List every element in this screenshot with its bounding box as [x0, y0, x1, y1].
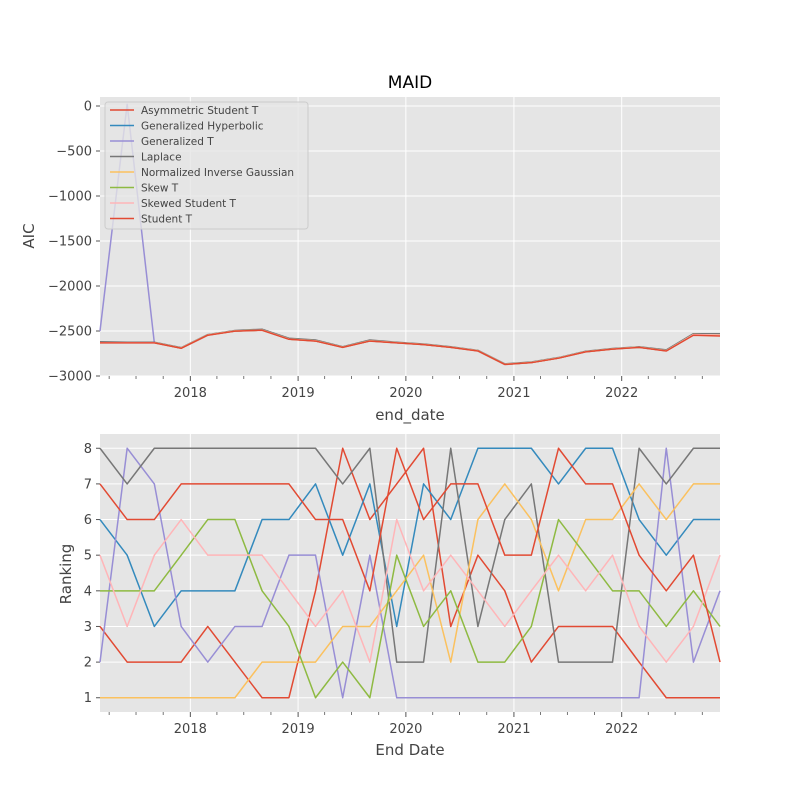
legend-entry-label: Generalized Hyperbolic	[141, 121, 264, 133]
legend-entry-label: Skew T	[141, 183, 179, 195]
ranking-y-tick-label: 7	[84, 477, 92, 492]
ranking-series-line-student-t	[99, 447, 721, 663]
legend-entry-label: Skewed Student T	[141, 198, 237, 210]
aic-x-tick-label: 2019	[282, 386, 315, 401]
ranking-y-tick-label: 2	[84, 656, 92, 671]
aic-series-line-student-t	[100, 329, 721, 366]
aic-x-tick-label: 2021	[497, 386, 530, 401]
legend-entry-label: Generalized T	[141, 136, 214, 148]
ranking-y-tick-label: 5	[84, 549, 92, 564]
aic-x-tick-label: 2022	[605, 386, 638, 401]
ranking-x-tick-label: 2020	[389, 722, 422, 737]
chart-title: MAID	[388, 73, 432, 93]
legend-entry-label: Asymmetric Student T	[141, 105, 259, 117]
ranking-y-tick-label: 6	[84, 513, 92, 528]
legend-entry-label: Normalized Inverse Gaussian	[141, 167, 294, 179]
aic-panel: 0 −500 −1000 −1500 −2000 −2500 −3000 2018 2019 20…	[20, 97, 721, 425]
aic-gridlines	[100, 97, 720, 377]
ranking-y-tick-label: 8	[84, 442, 92, 457]
aic-y-tick-label: −2000	[48, 280, 92, 295]
ranking-y-tick-label: 1	[84, 691, 92, 706]
ranking-x-tick-label: 2021	[497, 722, 530, 737]
aic-x-tick-label: 2020	[389, 386, 422, 401]
aic-y-tick-label: −3000	[48, 370, 92, 385]
ranking-ticks: 1 2 3 4 5 6 7 8 2018 2019 2020 2021 2022	[84, 442, 703, 737]
aic-y-tick-label: −1000	[48, 190, 92, 205]
ranking-panel: 1 2 3 4 5 6 7 8 2018 2019 2020 2021 2022 End Date Ra…	[57, 434, 721, 759]
legend-entry-label: Laplace	[141, 152, 182, 164]
legend-frame	[104, 101, 309, 230]
ranking-x-axis-label: End Date	[375, 741, 444, 759]
ranking-x-tick-label: 2019	[282, 722, 315, 737]
ranking-series-line-normalized-inverse-gaussian	[100, 483, 720, 699]
aic-x-tick-label: 2018	[174, 386, 207, 401]
legend-entry-label: Student T	[141, 214, 193, 226]
ranking-y-tick-label: 4	[84, 584, 92, 599]
ranking-series-line-laplace	[99, 447, 720, 663]
ranking-series-line-skew-t	[100, 518, 721, 699]
aic-series-lines	[99, 103, 721, 366]
ranking-y-axis-label: Ranking	[57, 544, 75, 605]
ranking-series-lines	[99, 447, 721, 699]
legend: Asymmetric Student T Generalized Hyperbol…	[104, 101, 309, 230]
aic-y-tick-label: −1500	[48, 235, 92, 250]
ranking-series-line-generalized-t	[99, 447, 721, 699]
ranking-y-tick-label: 3	[84, 620, 92, 635]
aic-y-tick-label: 0	[84, 100, 92, 115]
aic-y-tick-label: −500	[56, 145, 92, 160]
ranking-x-tick-label: 2018	[174, 722, 207, 737]
aic-ticks: 0 −500 −1000 −1500 −2000 −2500 −3000 2018 2019 20…	[48, 100, 703, 401]
aic-y-axis-label: AIC	[20, 223, 38, 248]
ranking-x-tick-label: 2022	[605, 722, 638, 737]
ranking-series-line-skewed-student-t	[99, 518, 721, 663]
aic-y-tick-label: −2500	[48, 325, 92, 340]
aic-x-axis-label: end_date	[375, 406, 445, 425]
